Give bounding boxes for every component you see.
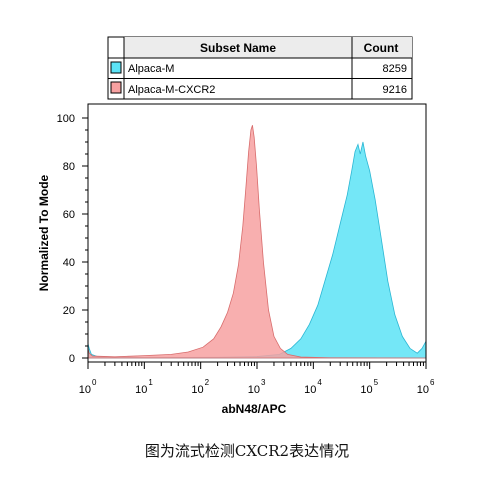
legend-swatch-alpaca-m-cxcr2 xyxy=(110,81,122,94)
x-tick-exponent: 1 xyxy=(148,378,153,387)
x-tick-label: 10 xyxy=(360,384,372,396)
x-tick-label: 10 xyxy=(248,384,260,396)
figure-caption: 图为流式检测CXCR2表达情况 xyxy=(144,442,350,460)
series-layer xyxy=(87,125,427,359)
x-tick-exponent: 4 xyxy=(317,378,322,387)
x-tick-exponent: 2 xyxy=(205,378,210,387)
x-tick-exponent: 3 xyxy=(261,378,266,387)
histogram-series-alpaca-m-cxcr2 xyxy=(87,125,427,359)
legend-header-count-bg xyxy=(352,37,412,58)
legend-row-count: 9216 xyxy=(383,84,407,96)
legend-row-count: 8259 xyxy=(383,63,407,75)
legend-table: Subset Name Count Alpaca-M 8259 Alpaca-M… xyxy=(107,36,413,100)
x-tick-label: 10 xyxy=(79,384,91,396)
legend-row-name: Alpaca-M xyxy=(128,63,174,75)
flow-cytometry-chart: Subset Name Count Alpaca-M 8259 Alpaca-M… xyxy=(37,36,435,416)
x-tick-label: 10 xyxy=(417,384,429,396)
x-tick-exponent: 0 xyxy=(92,378,97,387)
y-tick-label: 20 xyxy=(63,305,75,317)
legend-header-name-bg xyxy=(124,37,352,58)
x-tick-label: 10 xyxy=(135,384,147,396)
legend-header-subset-name: Subset Name xyxy=(200,41,276,55)
y-axis-label: Normalized To Mode xyxy=(37,174,51,291)
legend-swatch-alpaca-m xyxy=(110,61,122,74)
x-tick-label: 10 xyxy=(304,384,316,396)
y-tick-label: 0 xyxy=(69,353,75,365)
y-tick-label: 40 xyxy=(63,257,75,269)
legend-row-name: Alpaca-M-CXCR2 xyxy=(128,84,215,96)
x-axis-label: abN48/APC xyxy=(222,402,287,416)
x-tick-label: 10 xyxy=(191,384,203,396)
y-axis: 0 20 40 60 80 100 xyxy=(57,113,88,365)
legend-header-count: Count xyxy=(364,41,399,55)
x-tick-exponent: 5 xyxy=(374,378,379,387)
x-tick-exponent: 6 xyxy=(430,378,435,387)
y-tick-label: 100 xyxy=(57,113,75,125)
y-tick-label: 60 xyxy=(63,209,75,221)
y-tick-label: 80 xyxy=(63,161,75,173)
